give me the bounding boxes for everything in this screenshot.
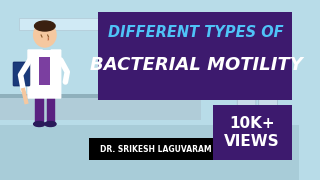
Ellipse shape: [35, 21, 55, 31]
Ellipse shape: [34, 122, 45, 127]
FancyBboxPatch shape: [13, 62, 30, 86]
Text: VIEWS: VIEWS: [224, 134, 280, 150]
FancyBboxPatch shape: [237, 87, 256, 109]
FancyBboxPatch shape: [0, 95, 201, 120]
Text: BACTERIAL MOTILITY: BACTERIAL MOTILITY: [90, 56, 302, 74]
FancyBboxPatch shape: [19, 18, 140, 30]
FancyBboxPatch shape: [0, 125, 299, 180]
FancyBboxPatch shape: [0, 0, 299, 180]
FancyBboxPatch shape: [213, 105, 292, 160]
Text: 10K+: 10K+: [229, 116, 275, 132]
Ellipse shape: [45, 122, 56, 127]
FancyBboxPatch shape: [259, 87, 277, 109]
FancyBboxPatch shape: [30, 50, 60, 90]
Polygon shape: [28, 50, 61, 98]
Circle shape: [34, 23, 56, 47]
Text: DR. SRIKESH LAGUVARAM: DR. SRIKESH LAGUVARAM: [100, 145, 212, 154]
Text: DIFFERENT TYPES OF: DIFFERENT TYPES OF: [108, 24, 284, 39]
FancyBboxPatch shape: [0, 94, 201, 98]
FancyBboxPatch shape: [98, 12, 292, 100]
FancyBboxPatch shape: [89, 138, 224, 160]
FancyBboxPatch shape: [39, 57, 51, 85]
